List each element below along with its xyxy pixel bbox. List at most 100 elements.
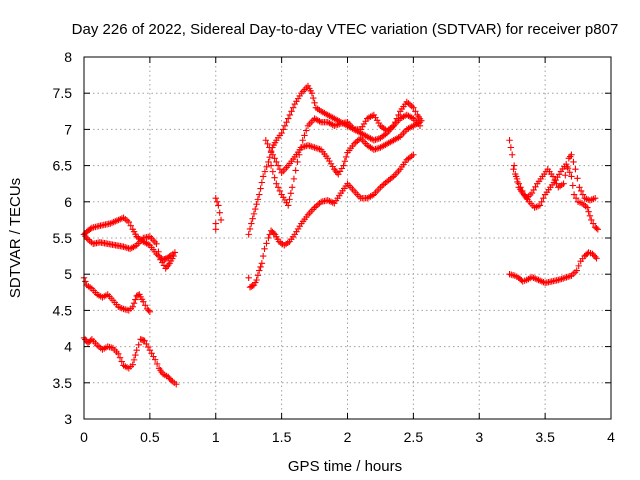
y-tick-label: 4.5 bbox=[53, 302, 73, 318]
trace-7-point bbox=[248, 220, 255, 227]
trace-9-point bbox=[276, 187, 284, 195]
trace-6-point bbox=[258, 260, 266, 267]
y-tick-label: 3.5 bbox=[53, 375, 73, 391]
x-tick-label: 2 bbox=[344, 429, 352, 445]
trace-1-point bbox=[127, 222, 134, 229]
trace-4-point bbox=[87, 337, 94, 344]
trace-8-point bbox=[264, 140, 271, 148]
trace-11-point bbox=[510, 166, 517, 173]
trace-11-point bbox=[590, 220, 597, 227]
data-points bbox=[80, 82, 602, 388]
trace-11-point bbox=[570, 191, 578, 198]
trace-7-point bbox=[245, 231, 252, 238]
trace-7-point bbox=[256, 191, 263, 198]
x-tick-label: 3.5 bbox=[535, 429, 555, 445]
trace-10-point bbox=[591, 194, 599, 202]
trace-5-point bbox=[213, 198, 221, 205]
y-tick-label: 6.5 bbox=[53, 158, 73, 174]
x-tick-label: 0 bbox=[80, 429, 88, 445]
trace-7-point bbox=[280, 126, 287, 133]
trace-8-point bbox=[342, 153, 350, 161]
trace-3-point bbox=[82, 278, 89, 285]
trace-7-point bbox=[263, 163, 270, 171]
trace-10-point bbox=[568, 151, 575, 158]
y-tick-label: 8 bbox=[64, 49, 72, 65]
plot-frame bbox=[83, 56, 612, 420]
trace-9-point bbox=[393, 115, 401, 122]
trace-9-point bbox=[294, 158, 301, 166]
trace-9-point bbox=[418, 117, 425, 124]
trace-4-point bbox=[115, 350, 122, 358]
trace-7-point bbox=[283, 118, 290, 126]
trace-9-point bbox=[285, 202, 292, 209]
trace-5-point bbox=[212, 220, 219, 227]
trace-9-point bbox=[269, 168, 277, 175]
trace-7-point bbox=[249, 215, 256, 222]
trace-11-point bbox=[572, 194, 580, 202]
trace-1-point bbox=[87, 225, 94, 233]
trace-10-point bbox=[506, 137, 513, 144]
trace-4-point bbox=[129, 361, 136, 368]
trace-10-point bbox=[574, 175, 581, 182]
trace-10-point bbox=[549, 173, 557, 180]
x-tick-label: 4 bbox=[607, 429, 615, 445]
trace-4-point bbox=[118, 358, 125, 365]
trace-11-point bbox=[538, 198, 545, 205]
trace-10-point bbox=[562, 172, 569, 179]
x-tick-label: 1 bbox=[212, 429, 220, 445]
y-tick-label: 5 bbox=[64, 266, 72, 282]
trace-9-point bbox=[412, 108, 419, 115]
trace-9-point bbox=[392, 118, 399, 126]
trace-8-point bbox=[271, 155, 278, 162]
x-tick-labels: 0 0.5 1 1.5 2 2.5 3 3.5 4 bbox=[80, 429, 615, 445]
chart-title: Day 226 of 2022, Sidereal Day-to-day VTE… bbox=[72, 21, 619, 38]
trace-4-point bbox=[130, 356, 138, 364]
trace-7-point bbox=[278, 129, 285, 137]
trace-9-point bbox=[292, 167, 299, 174]
trace-3-point bbox=[145, 307, 152, 314]
trace-10-point bbox=[576, 184, 583, 191]
trace-3-point bbox=[146, 308, 154, 316]
trace-10-point bbox=[508, 151, 516, 158]
trace-9-point bbox=[295, 151, 303, 158]
trace-4-point bbox=[173, 381, 180, 388]
trace-7-point bbox=[285, 115, 292, 122]
trace-7-point bbox=[246, 225, 254, 233]
trace-11-point bbox=[517, 184, 524, 191]
y-tick-label: 6 bbox=[64, 194, 72, 210]
trace-11-point bbox=[594, 226, 602, 233]
trace-12-point bbox=[593, 255, 600, 262]
trace-3-point bbox=[142, 302, 149, 309]
y-tick-label: 5.5 bbox=[53, 230, 73, 246]
trace-11-point bbox=[564, 165, 572, 172]
trace-11-point bbox=[540, 194, 547, 202]
trace-8-point bbox=[341, 158, 349, 165]
trace-8-point bbox=[274, 162, 282, 169]
trace-6-point bbox=[410, 151, 417, 158]
trace-10-point bbox=[572, 166, 579, 173]
trace-8-point bbox=[269, 151, 277, 158]
trace-7-point bbox=[252, 205, 259, 213]
trace-12-point bbox=[573, 267, 580, 274]
trace-6-point bbox=[254, 272, 262, 279]
trace-6-point bbox=[256, 267, 263, 274]
trace-11-point bbox=[584, 204, 591, 211]
trace-11-point bbox=[569, 182, 576, 189]
y-tick-label: 7.5 bbox=[53, 85, 73, 101]
y-tick-label: 3 bbox=[64, 411, 72, 427]
trace-6-point bbox=[253, 276, 260, 284]
trace-7-point bbox=[265, 158, 272, 166]
trace-9-point bbox=[290, 175, 298, 183]
trace-11-point bbox=[593, 225, 600, 232]
trace-10-point bbox=[570, 158, 577, 166]
trace-4-point bbox=[135, 341, 142, 348]
trace-10-point bbox=[579, 191, 587, 198]
trace-2-point bbox=[170, 252, 177, 260]
trace-7-point bbox=[254, 196, 262, 203]
trace-7-point bbox=[288, 108, 295, 115]
trace-7-point bbox=[289, 104, 297, 111]
trace-3-point bbox=[129, 303, 136, 310]
trace-9-point bbox=[286, 196, 293, 203]
trace-4-point bbox=[153, 360, 161, 368]
trace-9-point bbox=[271, 174, 278, 181]
